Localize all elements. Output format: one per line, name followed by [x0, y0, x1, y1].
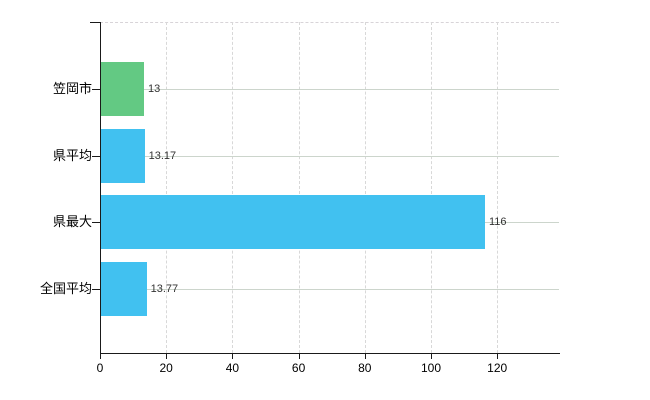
gridline-vertical [431, 22, 432, 353]
gridline-horizontal [100, 155, 559, 157]
x-tick-label: 20 [159, 361, 173, 375]
category-tick [92, 155, 100, 157]
x-tick [166, 354, 168, 359]
category-label: 県最大 [52, 214, 92, 229]
gridline-horizontal [100, 288, 559, 290]
gridline-vertical [364, 22, 366, 353]
category-tick [92, 89, 100, 90]
category-tick [92, 288, 100, 290]
x-tick-label: 80 [358, 361, 372, 375]
plot-top-border [100, 22, 559, 23]
bar-value-label: 116 [488, 216, 507, 228]
category-label: 全国平均 [39, 280, 92, 296]
bar [101, 195, 485, 249]
x-tick [100, 354, 101, 359]
bar-value-label: 13.17 [148, 149, 177, 162]
gridline-vertical [166, 22, 168, 353]
x-tick [497, 354, 499, 359]
bar [101, 62, 145, 116]
x-tick-label: 40 [225, 361, 240, 375]
x-tick-label: 60 [291, 361, 306, 375]
gridline-vertical [497, 22, 499, 353]
axis-top-tick [90, 22, 100, 23]
gridline-vertical [232, 22, 234, 353]
x-tick [364, 354, 366, 359]
x-tick [298, 354, 300, 359]
gridline-vertical [298, 22, 300, 353]
x-tick [431, 354, 432, 359]
bar [101, 261, 147, 316]
x-tick-label: 0 [96, 361, 104, 375]
x-tick-label: 100 [420, 361, 442, 375]
y-axis-line [100, 22, 101, 354]
x-axis-line [100, 353, 560, 354]
bar [101, 128, 145, 183]
x-tick [232, 354, 234, 359]
gridline-horizontal [100, 89, 559, 90]
x-tick-label: 120 [487, 361, 508, 375]
category-tick [92, 222, 100, 223]
category-label: 県平均 [52, 147, 92, 163]
bar-value-label: 13 [148, 83, 161, 95]
bar-value-label: 13.77 [150, 282, 179, 295]
category-label: 笠岡市 [52, 81, 92, 96]
